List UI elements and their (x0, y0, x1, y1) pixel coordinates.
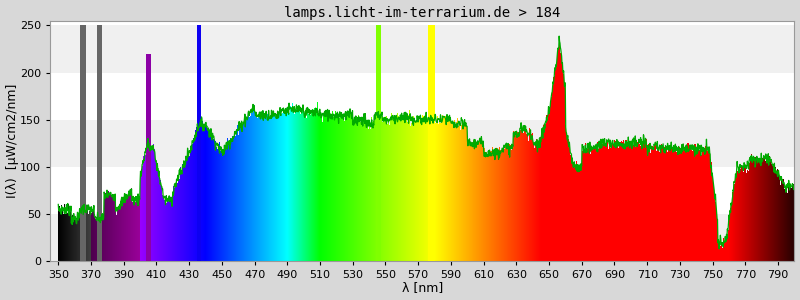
Bar (197, 26, 202, 261)
Bar (97, 26, 102, 261)
Bar (79, 26, 86, 261)
Bar (50, 167, 794, 214)
Bar (50, 73, 794, 120)
Title: lamps.licht-im-terrarium.de > 184: lamps.licht-im-terrarium.de > 184 (284, 6, 561, 20)
Bar (146, 54, 150, 261)
Bar (377, 26, 382, 261)
Bar (50, 120, 794, 167)
Bar (50, 214, 794, 261)
Bar (428, 26, 434, 261)
X-axis label: λ [nm]: λ [nm] (402, 281, 443, 294)
Bar (50, 26, 794, 73)
Y-axis label: I(λ)  [µW/cm2/nm]: I(λ) [µW/cm2/nm] (6, 84, 18, 198)
